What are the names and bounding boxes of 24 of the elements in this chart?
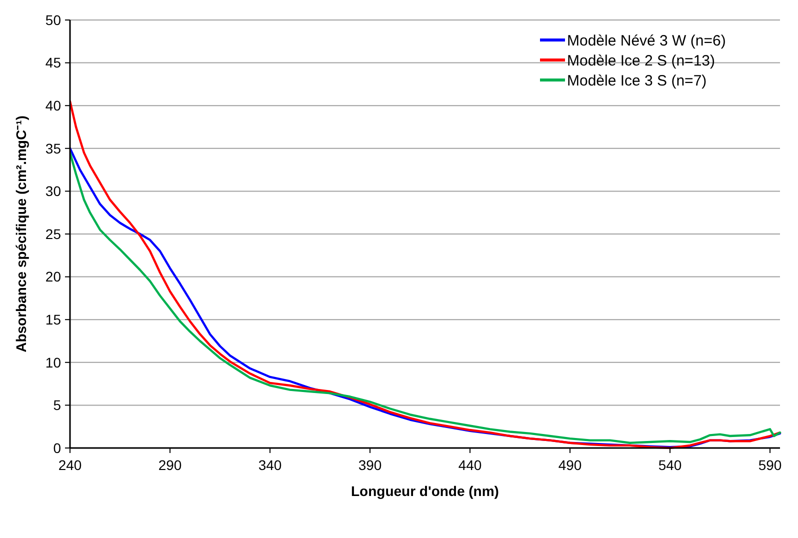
legend-label: Modèle Ice 3 S (n=7): [567, 72, 707, 90]
y-axis-title: Absorbance spécifique (cm².mgC⁻¹): [13, 116, 29, 352]
y-tick-label: 40: [45, 98, 62, 114]
y-tick-label: 35: [45, 140, 62, 156]
x-tick-label: 590: [758, 457, 782, 473]
y-tick-label: 0: [53, 440, 62, 456]
y-tick-label: 30: [45, 183, 62, 200]
y-tick-label: 10: [45, 354, 62, 370]
x-tick-label: 340: [258, 457, 282, 473]
y-tick-label: 15: [45, 312, 62, 328]
x-tick-label: 390: [358, 457, 382, 473]
y-tick-label: 45: [45, 54, 62, 71]
y-tick-label: 20: [45, 268, 62, 285]
legend-label: Modèle Ice 2 S (n=13): [567, 52, 716, 70]
x-tick-label: 290: [158, 457, 182, 473]
x-tick-label: 240: [58, 457, 82, 473]
y-tick-label: 50: [45, 12, 62, 28]
x-axis-title: Longueur d'onde (nm): [351, 483, 499, 499]
y-tick-label: 5: [53, 397, 62, 414]
y-tick-label: 25: [45, 226, 62, 242]
x-tick-label: 440: [458, 457, 482, 473]
x-tick-label: 540: [658, 457, 682, 473]
x-tick-label: 490: [558, 457, 582, 473]
legend-label: Modèle Névé 3 W (n=6): [567, 32, 726, 50]
